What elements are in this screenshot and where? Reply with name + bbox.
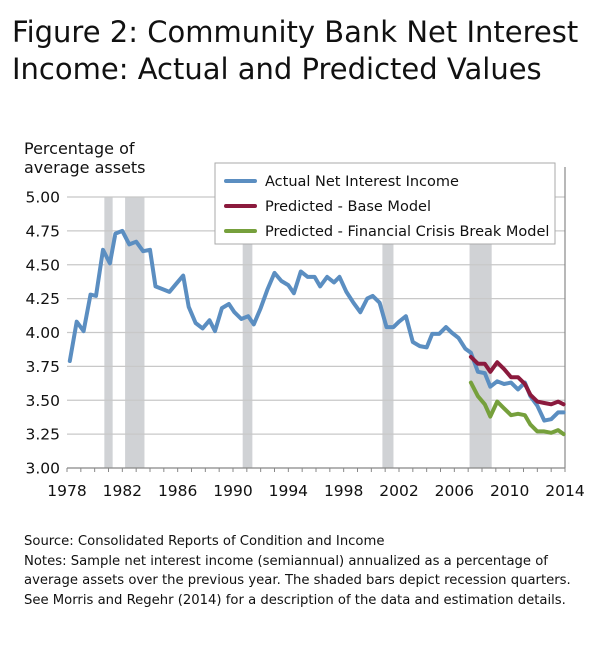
x-tick-label: 1978: [47, 482, 86, 500]
y-tick-label: 4.25: [25, 290, 60, 308]
x-tick-label: 1990: [213, 482, 252, 500]
figure-title: Figure 2: Community Bank Net Interest In…: [12, 15, 579, 86]
x-tick-label: 2010: [490, 482, 529, 500]
legend-label: Predicted - Base Model: [265, 199, 431, 215]
series-line-1: [67, 228, 566, 423]
x-tick-label: 1986: [158, 482, 197, 500]
x-tick-label: 1994: [269, 482, 308, 500]
source-text: Source: Consolidated Reports of Conditio…: [24, 534, 385, 549]
series-line-3: [468, 380, 566, 437]
notes-text: Notes: Sample net interest income (semia…: [24, 553, 571, 608]
legend-label: Actual Net Interest Income: [265, 174, 459, 190]
x-tick-label: 1998: [324, 482, 363, 500]
y-tick-label: 4.50: [25, 256, 60, 274]
legend-label: Predicted - Financial Crisis Break Model: [265, 224, 549, 240]
notes-block: Source: Consolidated Reports of Conditio…: [24, 532, 584, 610]
legend-box: [214, 162, 556, 245]
x-tick-label: 1982: [103, 482, 142, 500]
y-tick-label: 4.75: [25, 222, 60, 240]
series-lines: [67, 228, 566, 437]
x-tick-label: 2002: [379, 482, 418, 500]
line-chart: 5.00 4.75 4.50 4.25 4.00 3.75 3.50 3.25 3.00 1978…: [25, 162, 585, 500]
x-tick-label: 2014: [545, 482, 584, 500]
gridlines: [67, 196, 565, 435]
y-tick-label: 3.50: [25, 392, 60, 410]
y-tick-label: 5.00: [25, 189, 60, 207]
axes: 5.00 4.75 4.50 4.25 4.00 3.75 3.50 3.25 3.00 1978…: [25, 167, 585, 500]
y-tick-label: 3.25: [25, 426, 60, 444]
series-line-2: [468, 354, 566, 407]
legend: Actual Net Interest Income Predicted - Ba…: [214, 162, 556, 245]
y-tick-label: 3.00: [25, 460, 60, 478]
x-tick-label: 2006: [435, 482, 474, 500]
y-tick-label: 4.00: [25, 324, 60, 342]
y-axis-label: Percentage of average assets: [24, 139, 146, 177]
y-tick-label: 3.75: [25, 358, 60, 376]
